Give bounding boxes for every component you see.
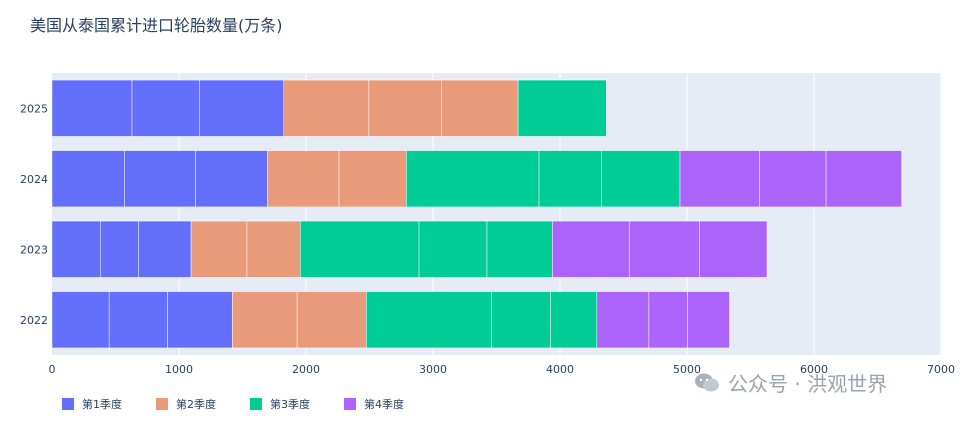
bar-segment: [486, 220, 553, 278]
legend-label: 第4季度: [364, 398, 404, 411]
bar-segment: [199, 79, 285, 137]
x-tick-label: 3000: [419, 363, 447, 376]
bar-segment: [296, 291, 367, 349]
legend-label: 第2季度: [176, 398, 216, 411]
bar-segment: [759, 150, 827, 208]
x-axis-ticks: 0 1000 2000 3000 4000 5000 6000 7000: [49, 363, 956, 376]
legend-label: 第3季度: [270, 398, 310, 411]
legend-swatch: [62, 398, 74, 410]
bar-segment: [441, 79, 519, 137]
x-tick-label: 0: [49, 363, 56, 376]
bar-segment: [51, 79, 133, 137]
bar-segment: [418, 220, 488, 278]
bar-segment: [51, 291, 110, 349]
legend-swatch: [344, 398, 356, 410]
bar-segment: [338, 150, 407, 208]
bar-segment: [552, 220, 630, 278]
x-tick-label: 1000: [165, 363, 193, 376]
bar-segment: [232, 291, 298, 349]
bar-segment: [195, 150, 268, 208]
bar-segment: [491, 291, 551, 349]
bar-segment: [267, 150, 340, 208]
bar-segment: [131, 79, 200, 137]
bar-segment: [825, 150, 902, 208]
x-tick-label: 6000: [800, 363, 828, 376]
bar-segment: [100, 220, 139, 278]
x-tick-label: 7000: [927, 363, 955, 376]
bar-segment: [550, 291, 598, 349]
bar-segment: [687, 291, 730, 349]
bar-segment: [699, 220, 768, 278]
y-tick-label: 2024: [20, 173, 48, 186]
bar-segment: [679, 150, 760, 208]
bar-segment: [648, 291, 688, 349]
bar-segment: [538, 150, 602, 208]
x-tick-label: 4000: [546, 363, 574, 376]
bar-segment: [138, 220, 192, 278]
legend-swatch: [156, 398, 168, 410]
bar-segment: [124, 150, 196, 208]
bar-segment: [366, 291, 492, 349]
wechat-icon: [695, 373, 719, 391]
y-tick-label: 2023: [20, 243, 48, 256]
legend: 第1季度 第2季度 第3季度 第4季度: [62, 396, 404, 412]
watermark: 公众号 · 洪观世界: [694, 368, 887, 397]
bar-segment: [246, 220, 301, 278]
watermark-text: 公众号 · 洪观世界: [728, 372, 888, 396]
legend-swatch: [250, 398, 262, 410]
bar-segment: [368, 79, 442, 137]
bars: [51, 79, 902, 349]
bar-segment: [108, 291, 168, 349]
bar-segment: [51, 220, 101, 278]
y-tick-label: 2025: [20, 102, 48, 115]
bar-segment: [283, 79, 370, 137]
bar-segment: [300, 220, 420, 278]
x-tick-label: 5000: [673, 363, 701, 376]
legend-item[interactable]: 第4季度: [344, 396, 404, 412]
bar-segment: [167, 291, 233, 349]
bar-segment: [517, 79, 607, 137]
bar-segment: [406, 150, 540, 208]
y-axis-ticks: 2022 2023 2024 2025: [20, 102, 48, 327]
bar-segment: [601, 150, 681, 208]
chart-title: 美国从泰国累计进口轮胎数量(万条): [30, 16, 283, 35]
bar-segment: [596, 291, 650, 349]
legend-item[interactable]: 第3季度: [250, 396, 310, 412]
bar-segment: [628, 220, 700, 278]
y-tick-label: 2022: [20, 314, 48, 327]
bar-segment: [51, 150, 125, 208]
legend-item[interactable]: 第1季度: [62, 396, 122, 412]
legend-label: 第1季度: [82, 398, 122, 411]
bar-segment: [190, 220, 248, 278]
legend-item[interactable]: 第2季度: [156, 396, 216, 412]
x-tick-label: 2000: [292, 363, 320, 376]
